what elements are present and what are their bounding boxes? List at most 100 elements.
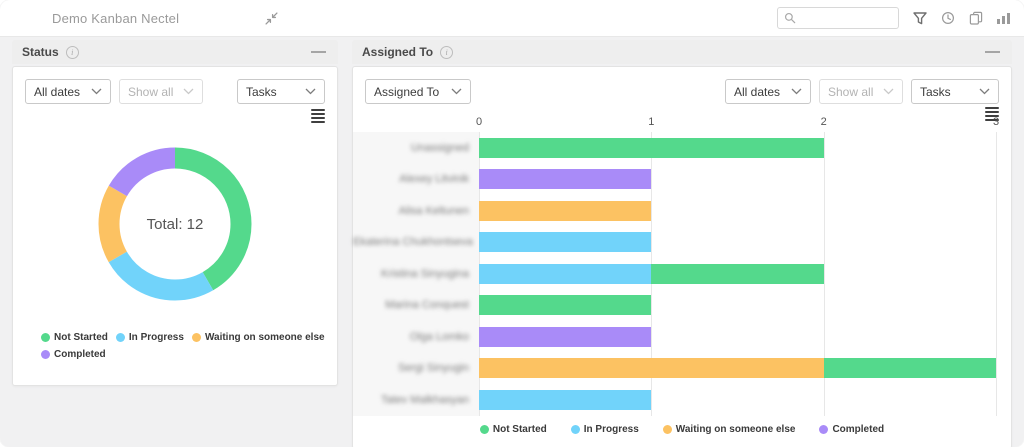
date-filter-dropdown[interactable]: All dates — [25, 79, 111, 104]
minimize-button[interactable]: — — [311, 43, 326, 60]
bar-row: Ekaterina Chukhontseva — [353, 227, 1011, 259]
bar-category-label: Sergi Sinyugin — [398, 362, 469, 375]
legend-dot — [819, 424, 829, 434]
bar-category-label: Alisa Keltunen — [398, 204, 469, 217]
bar-segment[interactable] — [479, 169, 652, 190]
bar-segment[interactable] — [479, 137, 824, 158]
bar-segment[interactable] — [479, 326, 652, 347]
chevron-down-icon — [183, 88, 194, 95]
bar-category-label: Olga Lomko — [409, 330, 469, 343]
bar-category-label: Tatev Malkhasyan — [380, 393, 469, 406]
topbar: Demo Kanban Nectel — [0, 0, 1024, 37]
date-filter-dropdown[interactable]: All dates — [725, 79, 811, 104]
collapse-expand-icon[interactable] — [265, 11, 278, 25]
bar-segment[interactable] — [479, 389, 652, 410]
search-box[interactable] — [777, 7, 899, 29]
legend-dot — [479, 424, 489, 434]
legend-item[interactable]: In Progress — [570, 423, 639, 435]
filter-icon[interactable] — [913, 11, 927, 25]
bar-row: Sergi Sinyugin — [353, 353, 1011, 385]
bar-plot-area — [479, 137, 996, 158]
legend-item[interactable]: Completed — [819, 424, 884, 435]
legend-label: Not Started — [492, 423, 547, 435]
info-icon[interactable]: i — [65, 45, 79, 59]
chevron-down-icon — [451, 88, 462, 95]
status-legend: Not Started In Progress Waiting on someone… — [25, 332, 325, 360]
bar-plot-area — [479, 389, 996, 410]
donut-segment[interactable] — [98, 147, 252, 301]
donut-segment[interactable] — [98, 147, 252, 301]
bar-row: Alexey Litvinik — [353, 164, 1011, 196]
info-icon[interactable]: i — [440, 45, 454, 59]
bar-row: Kristina Sinyugina — [353, 258, 1011, 290]
copy-icon[interactable] — [969, 11, 983, 25]
legend-label: Not Started — [54, 332, 108, 343]
minimize-button[interactable]: — — [985, 43, 1000, 60]
dashboard-title: Demo Kanban Nectel — [52, 10, 180, 26]
bar-row: Tatev Malkhasyan — [353, 384, 1011, 416]
item-type-value: Tasks — [246, 84, 277, 99]
x-axis-tick: 2 — [820, 116, 827, 128]
bar-segment[interactable] — [479, 358, 824, 379]
legend-dot — [570, 424, 580, 434]
x-axis-tick: 3 — [992, 116, 1000, 128]
chart-icon[interactable] — [997, 12, 1010, 24]
legend-item[interactable]: Not Started — [479, 423, 547, 435]
legend-label: Completed — [54, 349, 106, 360]
chart-menu-icon[interactable] — [985, 107, 999, 123]
legend-label: Waiting on someone else — [204, 332, 325, 343]
show-filter-value: Show all — [128, 84, 174, 99]
legend-label: Waiting on someone else — [675, 423, 796, 435]
legend-item[interactable]: Waiting on someone else — [662, 423, 796, 435]
bar-segment[interactable] — [651, 263, 824, 284]
show-filter-dropdown[interactable]: Show all — [819, 79, 903, 104]
item-type-dropdown[interactable]: Tasks — [911, 79, 999, 104]
donut-segment[interactable] — [98, 147, 252, 301]
bar-segment[interactable] — [479, 263, 652, 284]
bar-plot-area — [479, 169, 996, 190]
x-axis-tick: 0 — [475, 116, 483, 128]
search-icon — [784, 12, 796, 24]
history-icon[interactable] — [941, 11, 955, 25]
chevron-down-icon — [883, 88, 894, 95]
x-axis-tick: 1 — [648, 116, 655, 128]
show-filter-dropdown[interactable]: Show all — [119, 79, 203, 104]
bar-category-label: Unassigned — [410, 141, 469, 154]
legend-item[interactable]: Waiting on someone else — [191, 332, 325, 343]
status-donut-chart: Total: 12 — [93, 142, 257, 306]
bar-segment[interactable] — [479, 200, 652, 221]
legend-label: In Progress — [583, 423, 639, 435]
assigned-widget-title: Assigned To — [362, 45, 434, 59]
bar-category-label: Ekaterina Chukhontseva — [353, 236, 473, 249]
bar-row: Olga Lomko — [353, 321, 1011, 353]
assigned-bar-chart: Unassigned Alexey Litvinik Alisa Keltunen E… — [353, 132, 1011, 416]
assigned-legend: Not Started In Progress Waiting on someone… — [353, 424, 1011, 435]
bar-segment[interactable] — [823, 358, 996, 379]
search-input[interactable] — [801, 12, 891, 24]
bar-category-label: Marina Conquest — [385, 299, 469, 312]
legend-dot — [115, 333, 125, 342]
group-by-dropdown[interactable]: Assigned To — [365, 79, 471, 104]
chart-menu-icon[interactable] — [311, 109, 325, 125]
legend-dot — [662, 424, 672, 434]
bar-segment[interactable] — [479, 232, 652, 253]
assigned-filter-row: Assigned To All dates Show all — [353, 79, 1011, 104]
legend-item[interactable]: In Progress — [115, 332, 184, 343]
legend-dot — [41, 333, 50, 342]
bar-category-label: Kristina Sinyugina — [380, 267, 469, 280]
item-type-dropdown[interactable]: Tasks — [237, 79, 325, 104]
show-filter-value: Show all — [828, 84, 874, 99]
legend-label: In Progress — [128, 332, 184, 343]
legend-dot — [191, 333, 201, 342]
legend-item[interactable]: Not Started — [41, 332, 108, 343]
bar-segment[interactable] — [479, 295, 652, 316]
bar-category-label: Alexey Litvinik — [399, 173, 469, 186]
group-by-value: Assigned To — [374, 84, 440, 99]
assigned-widget-header: Assigned To i — — [352, 40, 1012, 64]
topbar-actions — [777, 7, 1010, 29]
legend-item[interactable]: Completed — [41, 349, 106, 360]
bar-row: Marina Conquest — [353, 290, 1011, 322]
chevron-down-icon — [305, 88, 316, 95]
legend-label: Completed — [832, 423, 885, 435]
